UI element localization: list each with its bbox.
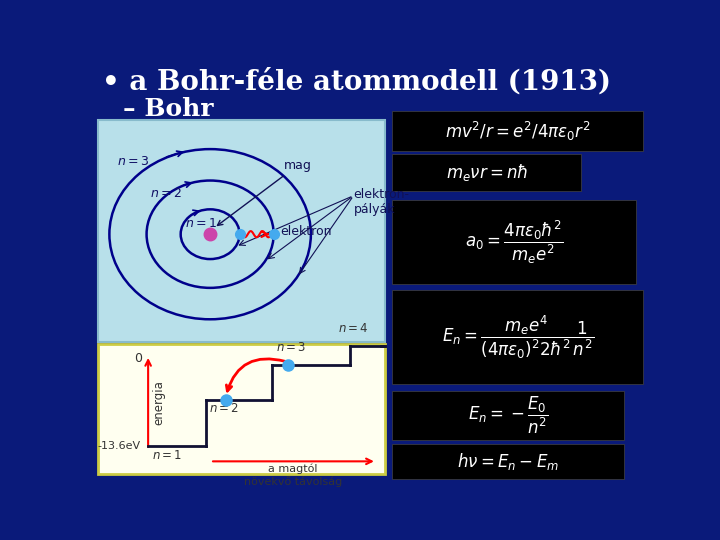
FancyBboxPatch shape bbox=[98, 343, 384, 475]
Text: $n = 2$: $n = 2$ bbox=[150, 187, 182, 200]
Text: $E_n = -\dfrac{E_0}{n^2}$: $E_n = -\dfrac{E_0}{n^2}$ bbox=[468, 395, 549, 436]
Text: $n = 1$: $n = 1$ bbox=[152, 449, 182, 462]
Text: 0: 0 bbox=[134, 353, 142, 366]
Text: $mv^2/r = e^2/4\pi\varepsilon_0 r^2$: $mv^2/r = e^2/4\pi\varepsilon_0 r^2$ bbox=[445, 119, 590, 143]
Text: energia: energia bbox=[153, 380, 166, 425]
Text: -13.6eV: -13.6eV bbox=[97, 441, 140, 451]
Text: $E_n = \dfrac{m_e e^4}{(4\pi\varepsilon_0)^2 2\hbar^2} \dfrac{1}{n^2}$: $E_n = \dfrac{m_e e^4}{(4\pi\varepsilon_… bbox=[442, 314, 594, 361]
Text: a magtól
növekvő távolság: a magtól növekvő távolság bbox=[244, 464, 342, 487]
Text: $n = 1$: $n = 1$ bbox=[184, 217, 217, 230]
FancyBboxPatch shape bbox=[392, 111, 644, 151]
Text: mag: mag bbox=[217, 159, 312, 225]
Text: $n = 3$: $n = 3$ bbox=[276, 341, 306, 354]
Text: • a Bohr-féle atommodell (1913): • a Bohr-féle atommodell (1913) bbox=[102, 68, 611, 96]
FancyBboxPatch shape bbox=[392, 200, 636, 284]
Text: $m_e \nu r = n\hbar$: $m_e \nu r = n\hbar$ bbox=[446, 162, 528, 183]
Text: $n = 3$: $n = 3$ bbox=[117, 156, 149, 168]
FancyBboxPatch shape bbox=[392, 390, 624, 440]
FancyBboxPatch shape bbox=[98, 120, 384, 342]
Text: $n = 4$: $n = 4$ bbox=[338, 322, 369, 335]
Text: $h\nu = E_n - E_m$: $h\nu = E_n - E_m$ bbox=[457, 451, 559, 472]
Text: elektron-
pályák: elektron- pályák bbox=[354, 188, 410, 216]
FancyBboxPatch shape bbox=[392, 291, 644, 384]
Text: $a_0 = \dfrac{4\pi\varepsilon_0 \hbar^2}{m_e e^2}$: $a_0 = \dfrac{4\pi\varepsilon_0 \hbar^2}… bbox=[464, 219, 563, 266]
Text: – Bohr: – Bohr bbox=[122, 97, 213, 122]
FancyBboxPatch shape bbox=[392, 154, 581, 191]
Text: $n = 2$: $n = 2$ bbox=[209, 402, 239, 415]
Text: elektron: elektron bbox=[280, 225, 331, 238]
FancyBboxPatch shape bbox=[392, 444, 624, 479]
